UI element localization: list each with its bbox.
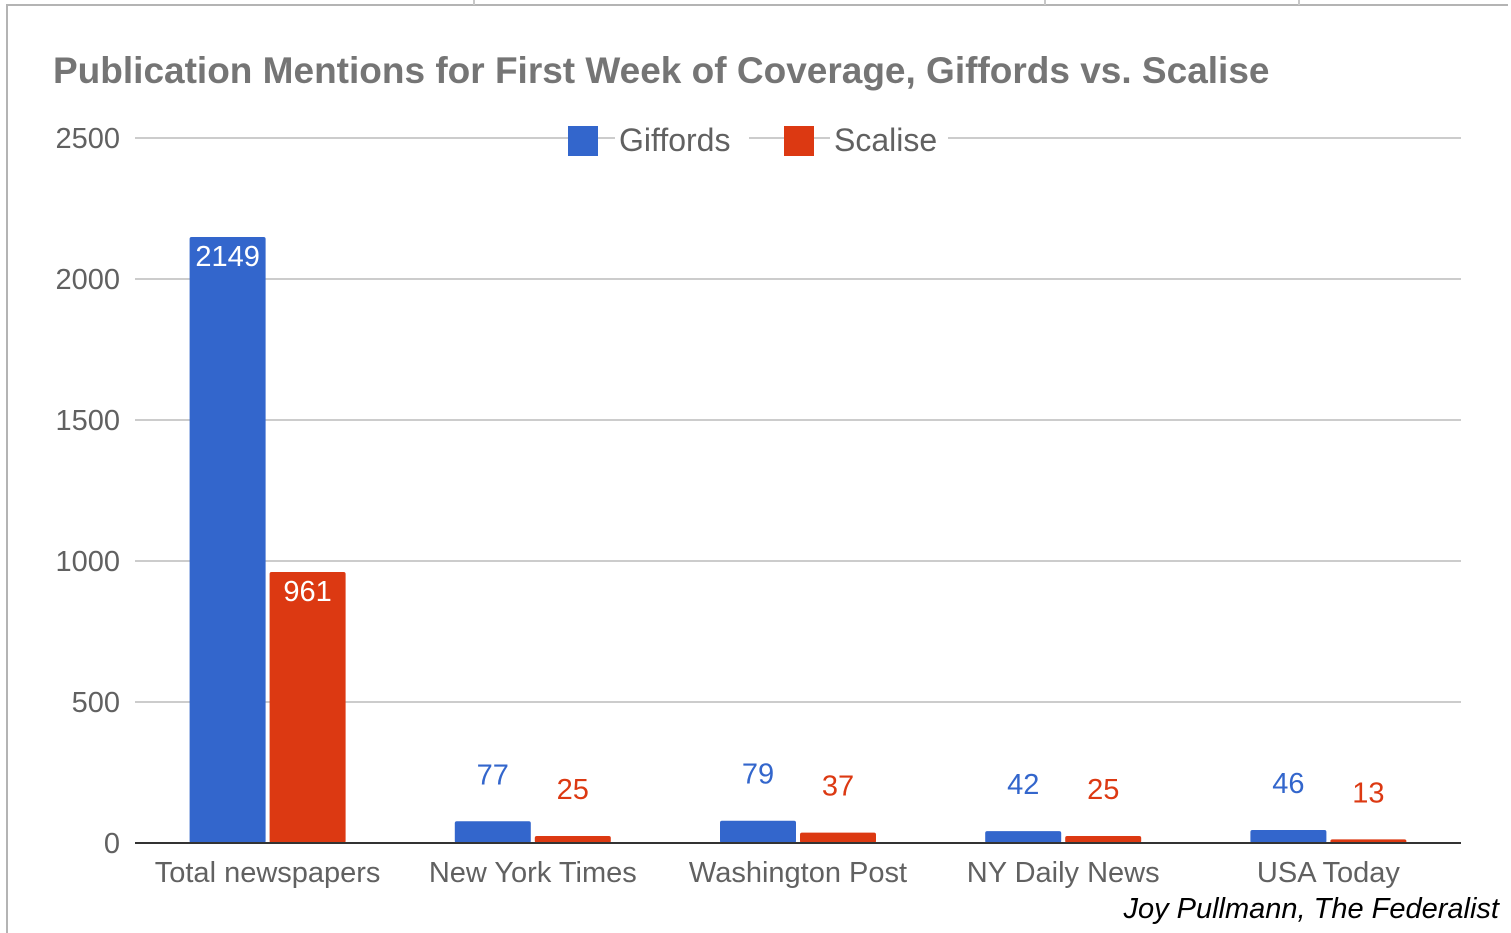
- chart-title: Publication Mentions for First Week of C…: [53, 50, 1270, 91]
- bar-scalise: [534, 835, 611, 843]
- frame-tick: [1298, 0, 1300, 5]
- y-tick-label: 1500: [55, 405, 120, 437]
- category-label: NY Daily News: [967, 857, 1160, 889]
- frame-tick: [1044, 0, 1046, 5]
- category-label: Washington Post: [689, 857, 907, 889]
- y-tick-label: 0: [104, 828, 120, 860]
- chart-credit: Joy Pullmann, The Federalist: [1123, 893, 1499, 925]
- data-label: 961: [283, 576, 331, 608]
- bar-scalise: [800, 832, 876, 843]
- data-label: 42: [1007, 769, 1039, 801]
- y-tick-label: 1000: [55, 546, 120, 578]
- y-tick-label: 2500: [55, 123, 120, 155]
- data-label: 37: [822, 771, 854, 803]
- bar-giffords: [454, 821, 531, 843]
- bar-giffords: [1250, 830, 1327, 843]
- legend-label: Giffords: [619, 122, 730, 158]
- frame-tick: [473, 0, 475, 5]
- legend-label: Scalise: [834, 122, 937, 158]
- legend-text-backing: [615, 120, 749, 156]
- bar-scalise: [1065, 835, 1142, 843]
- y-tick-label: 500: [72, 687, 120, 719]
- data-label: 77: [477, 759, 509, 791]
- category-label: USA Today: [1257, 857, 1400, 889]
- category-label: New York Times: [429, 857, 637, 889]
- bar-giffords: [189, 236, 266, 843]
- data-label: 2149: [195, 241, 260, 273]
- data-label: 25: [557, 774, 589, 806]
- data-label: 79: [742, 759, 774, 791]
- category-label: Total newspapers: [155, 857, 381, 889]
- bar-giffords: [720, 820, 796, 843]
- legend-swatch-scalise: [784, 126, 814, 156]
- data-label: 46: [1272, 768, 1304, 800]
- bar-scalise: [269, 571, 346, 843]
- legend-text-backing: [830, 120, 948, 156]
- legend-swatch-giffords: [568, 126, 598, 156]
- data-label: 13: [1352, 777, 1384, 809]
- data-label: 25: [1087, 774, 1119, 806]
- bar-giffords: [985, 831, 1062, 843]
- y-tick-label: 2000: [55, 264, 120, 296]
